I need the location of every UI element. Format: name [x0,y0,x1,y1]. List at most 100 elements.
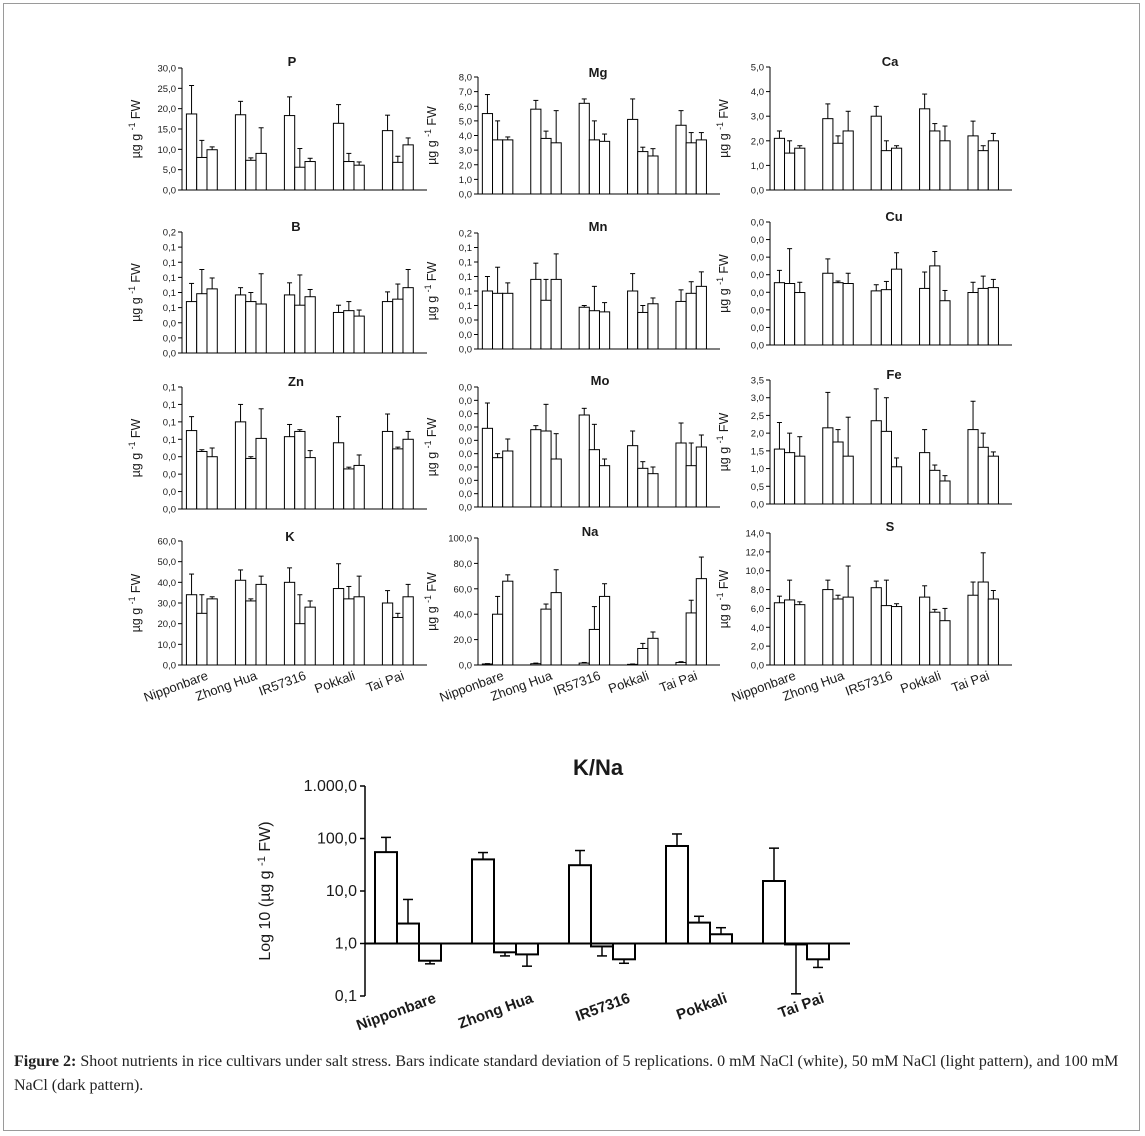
figure-caption: Figure 2: Shoot nutrients in rice cultiv… [14,1050,1134,1098]
bar [784,599,796,666]
bar [234,294,247,354]
panel-zn: Zn 0,0 0,0 0,0 0,0 0,1 0,1 0,1 0,1 µg g -1 FW [127,374,427,516]
y-tick-label: 0,0 [459,489,472,500]
y-tick-label: 100,0 [317,831,357,848]
panel-title: Mg [589,65,608,80]
panel-title: Zn [288,374,304,389]
bar [598,595,611,666]
bar [647,303,659,350]
bar [880,605,892,666]
bar [332,311,345,354]
bar [481,663,494,666]
y-tick-label: 10,0 [158,145,177,156]
y-axis-label: µg g -1 FW [715,412,731,471]
x-category-label: Tai Pai [949,668,991,695]
bar [492,139,504,195]
bar [550,592,562,666]
panel-mo: Mo 0,0 0,0 0,0 0,0 0,0 0,0 0,0 0,0 0,0 0,0 µg g -1 … [423,373,720,514]
bar [647,637,659,666]
y-tick-label: 8,0 [459,73,472,84]
x-category-label: Pokkali [606,668,651,696]
panel-p: P 0,0 5,0 10,0 15,0 20,0 25,0 30,0 µg g -1 FW [127,54,427,197]
y-tick-label: 20,0 [158,619,177,630]
bar [294,166,306,191]
bar [967,429,979,505]
bar [255,583,267,666]
y-tick-label: 3,0 [751,393,764,404]
bar [402,144,414,191]
bar [392,616,404,666]
y-tick-label: 0,0 [751,341,764,352]
bar [695,139,707,195]
y-tick-label: 4,0 [751,623,764,634]
y-tick-label: 0,1 [163,288,176,299]
y-tick-label: 2,5 [751,411,764,422]
bar [185,301,198,354]
bar [977,446,989,505]
y-tick-label: 100,0 [448,534,472,545]
bar [530,278,542,350]
bar [493,942,517,954]
bar [294,304,306,354]
y-tick-label: 14,0 [746,529,765,540]
bar [550,142,562,195]
y-tick-label: 30,0 [158,599,177,610]
panel-k: K0,010,020,030,040,050,060,0µg g -1 FWNi… [127,529,427,705]
bar [515,942,539,956]
y-tick-label: 20,0 [158,104,177,115]
bar [842,130,854,191]
y-tick-label: 0,1 [163,273,176,284]
y-tick-label: 0,0 [751,323,764,334]
bar [381,301,394,354]
x-category-label: IR57316 [257,668,308,699]
y-tick-label: 40,0 [158,578,177,589]
bar [929,130,941,191]
bar [540,430,552,508]
bar [665,844,689,945]
bar [709,933,733,945]
bar [502,139,514,195]
y-tick-label: 0,0 [163,661,176,672]
y-tick-label: 0,0 [751,218,764,229]
bar [637,467,649,508]
y-tick-label: 8,0 [751,585,764,596]
bar [890,466,903,505]
bar [540,137,552,195]
bar [695,578,707,666]
y-tick-label: 0,1 [163,258,176,269]
bar [332,122,345,191]
bar [381,430,394,510]
bar [929,611,941,666]
bar [647,155,659,195]
y-tick-label: 2,0 [751,136,764,147]
bar [967,292,979,346]
bar [919,596,931,666]
bar [294,623,306,666]
bar [578,102,590,195]
bar [255,152,267,191]
y-tick-label: 0,0 [459,330,472,341]
y-tick-label: 0,0 [459,503,472,514]
bar [977,581,989,666]
bar [612,942,636,961]
figure-svg: P 0,0 5,0 10,0 15,0 20,0 25,0 30,0 µg g -1 FW Mg 0… [127,54,1012,1034]
bar [234,114,247,191]
y-tick-label: 0,0 [163,470,176,481]
panel-title: S [886,519,895,534]
y-tick-label: 10,0 [158,640,177,651]
x-category-label: Nipponbare [354,990,438,1034]
bar [675,442,687,508]
y-tick-label: 0,1 [163,417,176,428]
y-tick-label: 2,0 [751,429,764,440]
y-tick-label: 7,0 [459,87,472,98]
y-tick-label: 10,0 [326,883,357,900]
bar [245,301,257,354]
y-axis-label: µg g -1 FW [127,99,143,158]
y-tick-label: 1,0 [335,936,357,953]
bar [675,124,687,195]
bar [471,858,495,945]
bar [987,287,999,346]
bar [550,278,562,350]
y-axis-label: µg g -1 FW [127,263,143,322]
